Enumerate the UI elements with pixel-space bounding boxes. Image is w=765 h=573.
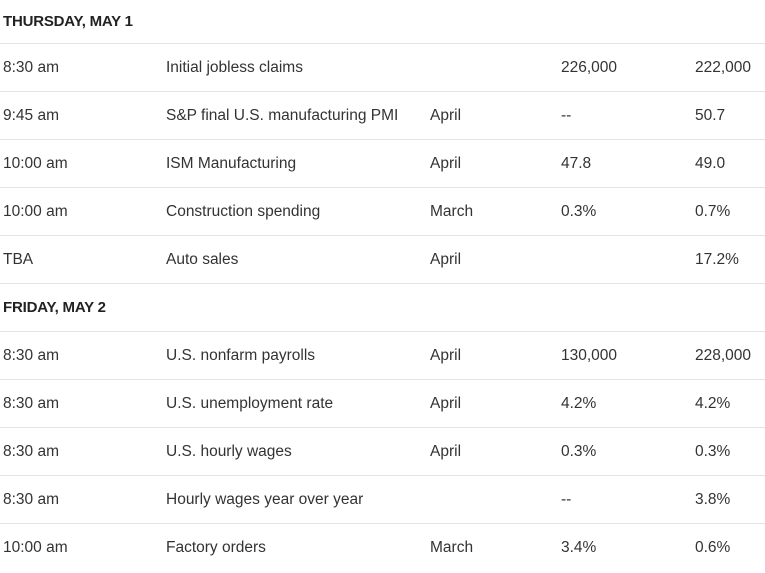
calendar-row: 10:00 am ISM Manufacturing April 47.8 49… [0, 140, 765, 188]
period-cell: April [430, 346, 462, 364]
previous-cell: 3.8% [695, 490, 731, 508]
report-cell: Factory orders [166, 539, 266, 556]
time-cell: 10:00 am [3, 202, 68, 220]
forecast-cell: 4.2% [561, 394, 597, 412]
forecast-cell: 3.4% [561, 539, 597, 556]
time-cell: 8:30 am [3, 490, 60, 508]
time-cell: TBA [3, 250, 34, 268]
time-cell: 8:30 am [3, 346, 60, 364]
period-cell: April [430, 154, 462, 172]
previous-cell: 17.2% [695, 250, 739, 268]
forecast-cell: 130,000 [561, 346, 618, 364]
day-header-friday: FRIDAY, MAY 2 [0, 284, 765, 332]
report-cell: Initial jobless claims [166, 58, 303, 76]
calendar-row: 8:30 am Initial jobless claims 226,000 2… [0, 44, 765, 92]
period-cell: March [430, 202, 474, 220]
time-cell: 10:00 am [3, 154, 68, 172]
previous-cell: 222,000 [695, 58, 752, 76]
report-cell: Hourly wages year over year [166, 490, 364, 508]
previous-cell: 50.7 [695, 106, 726, 124]
calendar-row: 10:00 am Construction spending March 0.3… [0, 188, 765, 236]
previous-cell: 0.3% [695, 442, 731, 460]
period-cell: April [430, 250, 462, 268]
period-cell: April [430, 106, 462, 124]
report-cell: Construction spending [166, 202, 321, 220]
forecast-cell: 0.3% [561, 442, 597, 460]
calendar-row: 10:00 am Factory orders March 3.4% 0.6% [0, 524, 765, 572]
previous-cell: 228,000 [695, 346, 752, 364]
previous-cell: 0.7% [695, 202, 731, 220]
forecast-cell: 47.8 [561, 154, 592, 172]
forecast-cell: 0.3% [561, 202, 597, 220]
report-cell: Auto sales [166, 250, 239, 268]
period-cell: April [430, 442, 462, 460]
period-cell: April [430, 394, 462, 412]
calendar-row: 8:30 am Hourly wages year over year -- 3… [0, 476, 765, 524]
day-header-thursday: THURSDAY, MAY 1 [0, 0, 765, 44]
forecast-cell: -- [561, 490, 572, 508]
forecast-cell: -- [561, 106, 572, 124]
calendar-row: TBA Auto sales April 17.2% [0, 236, 765, 284]
previous-cell: 0.6% [695, 539, 731, 556]
calendar-row: 9:45 am S&P final U.S. manufacturing PMI… [0, 92, 765, 140]
calendar-row: 8:30 am U.S. nonfarm payrolls April 130,… [0, 332, 765, 380]
report-cell: ISM Manufacturing [166, 154, 297, 172]
calendar-row: 8:30 am U.S. hourly wages April 0.3% 0.3… [0, 428, 765, 476]
report-cell: U.S. hourly wages [166, 442, 292, 460]
report-cell: U.S. unemployment rate [166, 394, 334, 412]
period-cell: March [430, 539, 474, 556]
previous-cell: 4.2% [695, 394, 731, 412]
report-cell: U.S. nonfarm payrolls [166, 346, 316, 364]
previous-cell: 49.0 [695, 154, 726, 172]
report-cell: S&P final U.S. manufacturing PMI [166, 106, 399, 124]
forecast-cell: 226,000 [561, 58, 618, 76]
time-cell: 8:30 am [3, 394, 60, 412]
calendar-row: 8:30 am U.S. unemployment rate April 4.2… [0, 380, 765, 428]
time-cell: 9:45 am [3, 106, 60, 124]
time-cell: 8:30 am [3, 442, 60, 460]
time-cell: 10:00 am [3, 539, 68, 556]
time-cell: 8:30 am [3, 58, 60, 76]
